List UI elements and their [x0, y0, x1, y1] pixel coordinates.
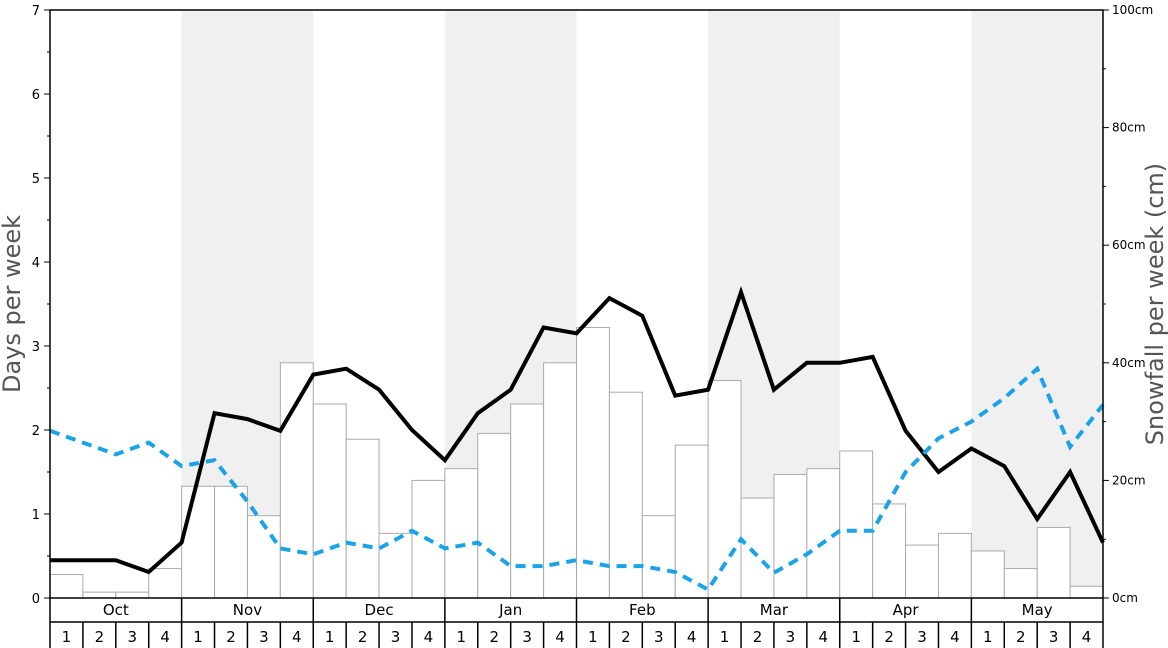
- snowfall-bar: [82, 591, 117, 599]
- month-label-may: May: [1022, 601, 1053, 619]
- week-label: 2: [884, 628, 894, 646]
- right-axis: 0cm 20cm 40cm 60cm 80cm 100cm: [1103, 3, 1153, 605]
- week-label: 3: [127, 628, 137, 646]
- week-label: 1: [588, 628, 598, 646]
- week-label: 3: [917, 628, 927, 646]
- week-label: 4: [950, 628, 960, 646]
- week-label: 2: [358, 628, 368, 646]
- week-label: 1: [325, 628, 335, 646]
- snowfall-bar: [214, 485, 248, 599]
- month-label-nov: Nov: [233, 601, 262, 619]
- week-label: 1: [983, 628, 993, 646]
- week-label: 3: [522, 628, 532, 646]
- shade-band-may: [971, 10, 1103, 598]
- snowfall-bar: [510, 403, 545, 599]
- snowfall-bar: [444, 468, 479, 599]
- week-label: 3: [259, 628, 269, 646]
- month-label-jan: Jan: [498, 601, 522, 619]
- month-label-feb: Feb: [629, 601, 656, 619]
- left-tick-label: 1: [32, 508, 40, 523]
- week-label: 3: [391, 628, 401, 646]
- week-label: 4: [424, 628, 434, 646]
- week-label: 4: [555, 628, 565, 646]
- week-label: 2: [95, 628, 105, 646]
- snowfall-bar: [345, 438, 380, 599]
- right-tick-label: 100cm: [1112, 3, 1153, 17]
- solid-line: [50, 285, 1105, 575]
- snowfall-bar: [937, 532, 972, 599]
- snowfall-bar: [608, 391, 643, 599]
- week-label: 4: [160, 628, 170, 646]
- dashed-line: [49, 365, 1105, 593]
- snowfall-bar: [905, 544, 939, 599]
- day-lines: [49, 285, 1105, 593]
- week-label: 3: [786, 628, 796, 646]
- snowfall-bar: [115, 591, 150, 599]
- snowfall-bar: [641, 515, 676, 599]
- snowfall-bar: [1036, 526, 1071, 599]
- snowfall-bar: [279, 362, 314, 599]
- snowfall-bar: [674, 444, 709, 599]
- snowfall-bar: [1069, 585, 1104, 599]
- month-label-dec: Dec: [365, 601, 394, 619]
- week-label: 2: [753, 628, 763, 646]
- left-tick-label: 3: [32, 340, 40, 355]
- snowfall-bar: [970, 550, 1005, 599]
- week-label: 2: [621, 628, 631, 646]
- week-label: 2: [1016, 628, 1026, 646]
- right-tick-label: 80cm: [1112, 121, 1146, 135]
- week-label: 2: [226, 628, 236, 646]
- week-label: 1: [457, 628, 467, 646]
- week-label: 1: [62, 628, 72, 646]
- week-label: 1: [851, 628, 861, 646]
- week-label: 3: [1049, 628, 1059, 646]
- week-label: 4: [292, 628, 302, 646]
- snowfall-bar: [49, 573, 84, 599]
- left-tick-label: 2: [32, 424, 40, 439]
- snowfall-bar: [477, 432, 512, 599]
- left-tick-label: 5: [32, 172, 40, 187]
- left-tick-label: 0: [32, 592, 40, 607]
- snowfall-bar: [576, 327, 610, 599]
- left-axis: 0 1 2 3 4 5 6 7: [32, 4, 50, 607]
- snowfall-bar: [1003, 568, 1038, 599]
- month-row: Oct Nov Dec Jan Feb Mar Apr May: [49, 598, 1104, 623]
- week-label: 2: [489, 628, 499, 646]
- left-tick-label: 6: [32, 88, 40, 103]
- week-label: 1: [720, 628, 730, 646]
- month-shading: [181, 10, 1103, 598]
- week-label: 1: [193, 628, 203, 646]
- snowfall-bar: [181, 485, 216, 599]
- snowfall-bar: [312, 403, 347, 599]
- month-label-apr: Apr: [893, 601, 920, 619]
- right-tick-label: 60cm: [1112, 238, 1146, 252]
- week-label: 4: [1082, 628, 1092, 646]
- snowfall-bars: [49, 327, 1104, 599]
- month-label-mar: Mar: [760, 601, 789, 619]
- right-tick-label: 0cm: [1112, 591, 1138, 605]
- week-row: 1 2 3 4 1 2 3 4 1 2 3 4 1 2 3 4 1 2 3 4 1 2 3 4 1 2 3 4 1 2 3 4: [49, 622, 1104, 648]
- snowfall-bar: [740, 497, 775, 599]
- left-tick-label: 7: [32, 4, 40, 19]
- snowfall-bar: [773, 474, 808, 599]
- month-label-oct: Oct: [103, 601, 129, 619]
- left-tick-label: 4: [32, 256, 40, 271]
- right-tick-label: 40cm: [1112, 356, 1146, 370]
- week-label: 4: [819, 628, 829, 646]
- left-axis-title: Days per week: [0, 215, 26, 393]
- snowfall-bar: [378, 532, 413, 599]
- week-label: 4: [687, 628, 697, 646]
- snowfall-bar: [839, 450, 874, 599]
- right-tick-label: 20cm: [1112, 473, 1146, 487]
- week-label: 3: [654, 628, 664, 646]
- snowfall-bar: [148, 568, 183, 599]
- right-axis-title: Snowfall per week (cm): [1141, 163, 1168, 445]
